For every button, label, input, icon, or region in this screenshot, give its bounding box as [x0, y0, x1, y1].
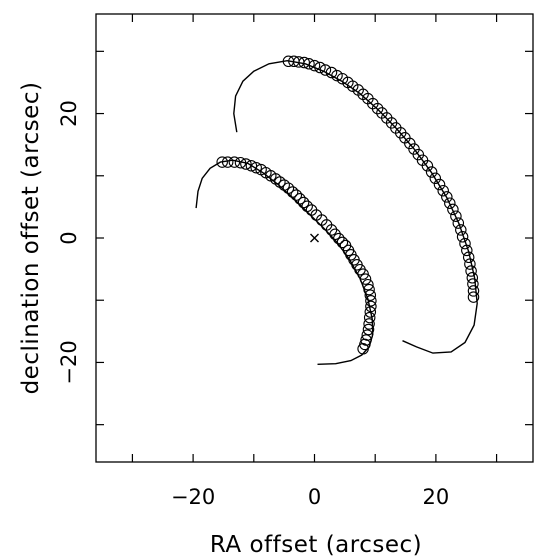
data-point	[364, 306, 377, 318]
data-point	[314, 61, 326, 74]
data-point	[363, 318, 375, 330]
y-axis-label: declination offset (arcsec)	[18, 82, 44, 395]
data-point	[450, 210, 462, 222]
data-point	[359, 273, 372, 285]
data-point	[465, 265, 477, 277]
plot-area	[195, 55, 480, 365]
data-point	[447, 203, 459, 216]
data-point	[298, 56, 310, 69]
data-point	[362, 278, 374, 291]
data-point	[452, 217, 465, 229]
data-point	[421, 160, 434, 172]
data-point	[329, 228, 341, 241]
data-point	[357, 343, 369, 355]
data-point	[433, 178, 446, 191]
data-point	[365, 300, 377, 313]
data-point	[319, 64, 332, 76]
data-point	[216, 156, 228, 168]
data-point	[429, 172, 442, 185]
data-point	[464, 258, 476, 270]
data-point	[467, 278, 479, 290]
data-point	[221, 156, 234, 168]
data-point	[362, 323, 375, 336]
data-point	[245, 160, 258, 172]
data-point	[331, 69, 343, 82]
data-point	[461, 244, 473, 257]
y-tick-label: 20	[57, 100, 81, 127]
data-point	[363, 283, 375, 296]
data-point	[228, 156, 241, 168]
data-point	[456, 231, 469, 243]
data-point	[444, 197, 456, 209]
data-point	[333, 232, 345, 245]
data-point	[371, 102, 384, 115]
center-cross-stroke	[310, 233, 319, 243]
data-point	[250, 161, 262, 174]
data-point	[297, 196, 310, 209]
data-point	[441, 191, 453, 203]
x-tick-label: −20	[171, 485, 215, 509]
y-tick-labels: −20 0 20	[57, 100, 81, 384]
data-point	[325, 66, 338, 79]
data-point	[425, 166, 438, 178]
data-point	[336, 236, 349, 249]
data-point	[363, 311, 376, 324]
x-tick-label: 20	[423, 485, 450, 509]
data-point	[294, 193, 306, 205]
data-point	[437, 184, 449, 197]
data-point	[466, 272, 479, 284]
x-axis-label: RA offset (arcsec)	[210, 532, 422, 558]
data-point	[301, 200, 313, 213]
data-point	[467, 291, 480, 303]
y-tick-label: −20	[57, 340, 81, 384]
axis-ticks	[96, 14, 533, 462]
data-point	[467, 285, 480, 297]
model-curve-2	[233, 59, 478, 354]
data-point	[234, 156, 247, 169]
data-point	[308, 59, 321, 72]
data-point	[282, 182, 295, 194]
data-point	[286, 186, 299, 198]
data-point	[459, 237, 471, 250]
data-point	[365, 295, 377, 307]
data-point	[455, 224, 467, 236]
center-cross-marker	[310, 233, 319, 243]
data-point	[290, 189, 303, 201]
data-point	[303, 58, 315, 70]
data-point	[462, 251, 475, 264]
x-tick-label: 0	[308, 485, 321, 509]
data-point	[240, 158, 252, 170]
x-tick-labels: −20 0 20	[171, 485, 449, 509]
data-point	[364, 289, 377, 301]
y-tick-label: 0	[57, 231, 81, 244]
